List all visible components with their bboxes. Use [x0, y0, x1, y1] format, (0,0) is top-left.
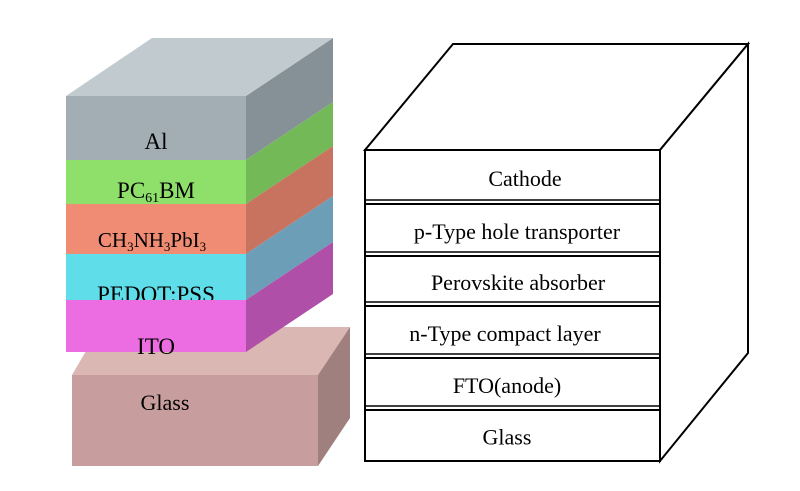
ch3nh3pbi3-layer-label: CH3NH3PbI3 — [98, 228, 206, 254]
ito-layer-front — [66, 300, 246, 352]
pc61bm-layer-front — [66, 160, 246, 204]
p-type-hole-transporter-layer-label: p-Type hole transporter — [414, 219, 621, 244]
glass-substrate-side — [318, 327, 350, 466]
n-type-compact-layer-layer-box — [364, 305, 661, 359]
glass-layer-box — [364, 409, 661, 462]
p-type-hole-transporter-layer-box — [364, 203, 661, 257]
perovskite-absorber-layer-box — [364, 255, 661, 307]
ch3nh3pbi3-layer-front — [66, 204, 246, 254]
al-layer-front — [66, 96, 246, 160]
glass-substrate-front — [72, 375, 318, 466]
right-layer-box: Cathode p-Type hole transporter Perovskite… — [362, 41, 751, 464]
perovskite-absorber-layer-label: Perovskite absorber — [431, 270, 606, 295]
al-layer-top — [66, 38, 333, 96]
pedot-pss-layer-side — [246, 196, 333, 300]
al-layer-label: Al — [145, 129, 168, 154]
glass-layer-label: Glass — [483, 425, 532, 450]
n-type-compact-layer-layer-label: n-Type compact layer — [409, 321, 601, 346]
pc61bm-layer-label: PC61BM — [117, 178, 195, 206]
ito-layer-label: ITO — [137, 334, 175, 359]
al-layer-side — [246, 38, 333, 160]
pc61bm-layer-side — [246, 102, 333, 204]
cathode-layer-label: Cathode — [488, 166, 561, 191]
pedot-pss-layer-front — [66, 254, 246, 300]
ito-layer-side — [246, 242, 333, 352]
glass-substrate-label: Glass — [141, 390, 190, 415]
ch3nh3pbi3-layer-side — [246, 146, 333, 254]
fto-anode-layer-label: FTO(anode) — [453, 373, 561, 398]
